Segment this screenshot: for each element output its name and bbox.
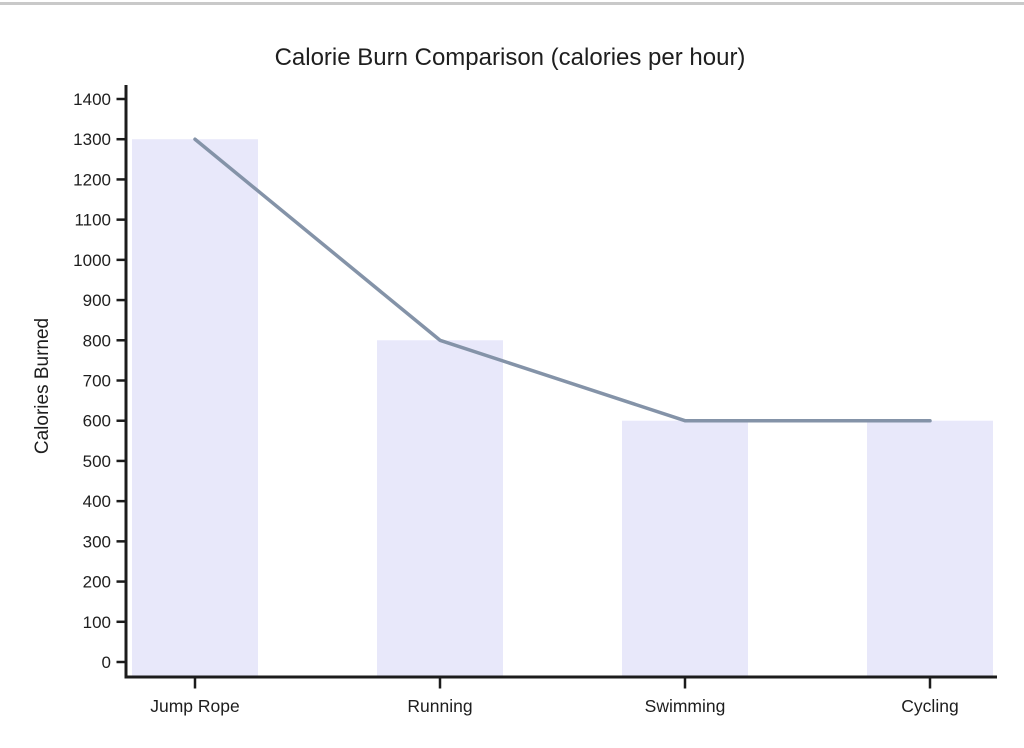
x-tick-label-cycling: Cycling bbox=[901, 696, 958, 716]
line-group bbox=[193, 137, 932, 423]
y-tick-label: 0 bbox=[102, 653, 111, 672]
bar-jump-rope bbox=[132, 139, 258, 677]
y-tick-label: 600 bbox=[83, 412, 111, 431]
x-tick-label-swimming: Swimming bbox=[645, 696, 726, 716]
bar-running bbox=[377, 340, 503, 677]
y-tick-label: 700 bbox=[83, 372, 111, 391]
y-tick-label: 1200 bbox=[73, 170, 111, 189]
chart-title: Calorie Burn Comparison (calories per ho… bbox=[275, 44, 746, 71]
y-tick-label: 400 bbox=[83, 492, 111, 511]
y-tick-label: 1000 bbox=[73, 251, 111, 270]
y-tick-label: 1400 bbox=[73, 90, 111, 109]
y-tick-label: 1300 bbox=[73, 130, 111, 149]
bars-group bbox=[132, 139, 993, 677]
y-tick-label: 300 bbox=[83, 532, 111, 551]
line-series bbox=[193, 137, 932, 423]
y-tick-label: 500 bbox=[83, 452, 111, 471]
y-axis-label: Calories Burned bbox=[32, 318, 53, 454]
window-top-border bbox=[0, 2, 1024, 5]
y-tick-label: 900 bbox=[83, 291, 111, 310]
x-ticks-group: Jump Rope Running Swimming Cycling bbox=[150, 678, 959, 716]
y-ticks-group: 0 100 200 300 400 500 600 700 800 900 1000 1100 1200… bbox=[73, 90, 126, 672]
y-tick-label: 100 bbox=[83, 613, 111, 632]
y-tick-label: 200 bbox=[83, 573, 111, 592]
x-tick-label-running: Running bbox=[407, 696, 472, 716]
x-tick-label-jump-rope: Jump Rope bbox=[150, 696, 240, 716]
y-tick-label: 800 bbox=[83, 331, 111, 350]
y-tick-label: 1100 bbox=[74, 211, 111, 230]
bar-cycling bbox=[867, 420, 993, 677]
bar-swimming bbox=[622, 420, 748, 677]
